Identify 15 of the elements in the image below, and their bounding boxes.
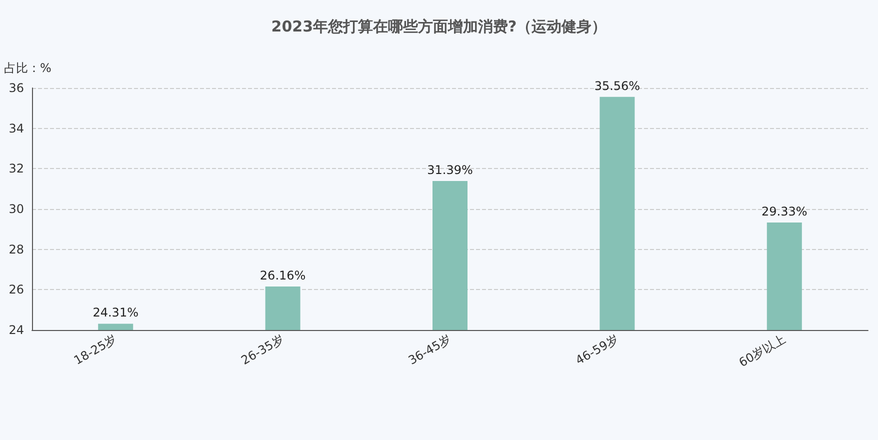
y-tick-label: 30 xyxy=(8,202,24,216)
data-label: 35.56% xyxy=(594,78,640,93)
data-label: 26.16% xyxy=(260,268,306,282)
y-tick-label: 24 xyxy=(8,323,24,337)
y-tick-label: 34 xyxy=(8,121,24,136)
y-tick-label: 28 xyxy=(8,242,24,256)
chart-title: 2023年您打算在哪些方面增加消费?（运动健身） xyxy=(271,18,607,36)
data-label: 31.39% xyxy=(427,162,473,177)
data-label: 29.33% xyxy=(762,204,808,219)
data-label: 24.31% xyxy=(92,306,138,320)
y-tick-label: 26 xyxy=(8,282,24,297)
y-axis-title: 占比：% xyxy=(4,61,52,75)
y-tick-label: 36 xyxy=(8,81,24,95)
y-tick-label: 32 xyxy=(8,162,24,176)
x-tick-label: 60岁以上 xyxy=(736,332,788,370)
